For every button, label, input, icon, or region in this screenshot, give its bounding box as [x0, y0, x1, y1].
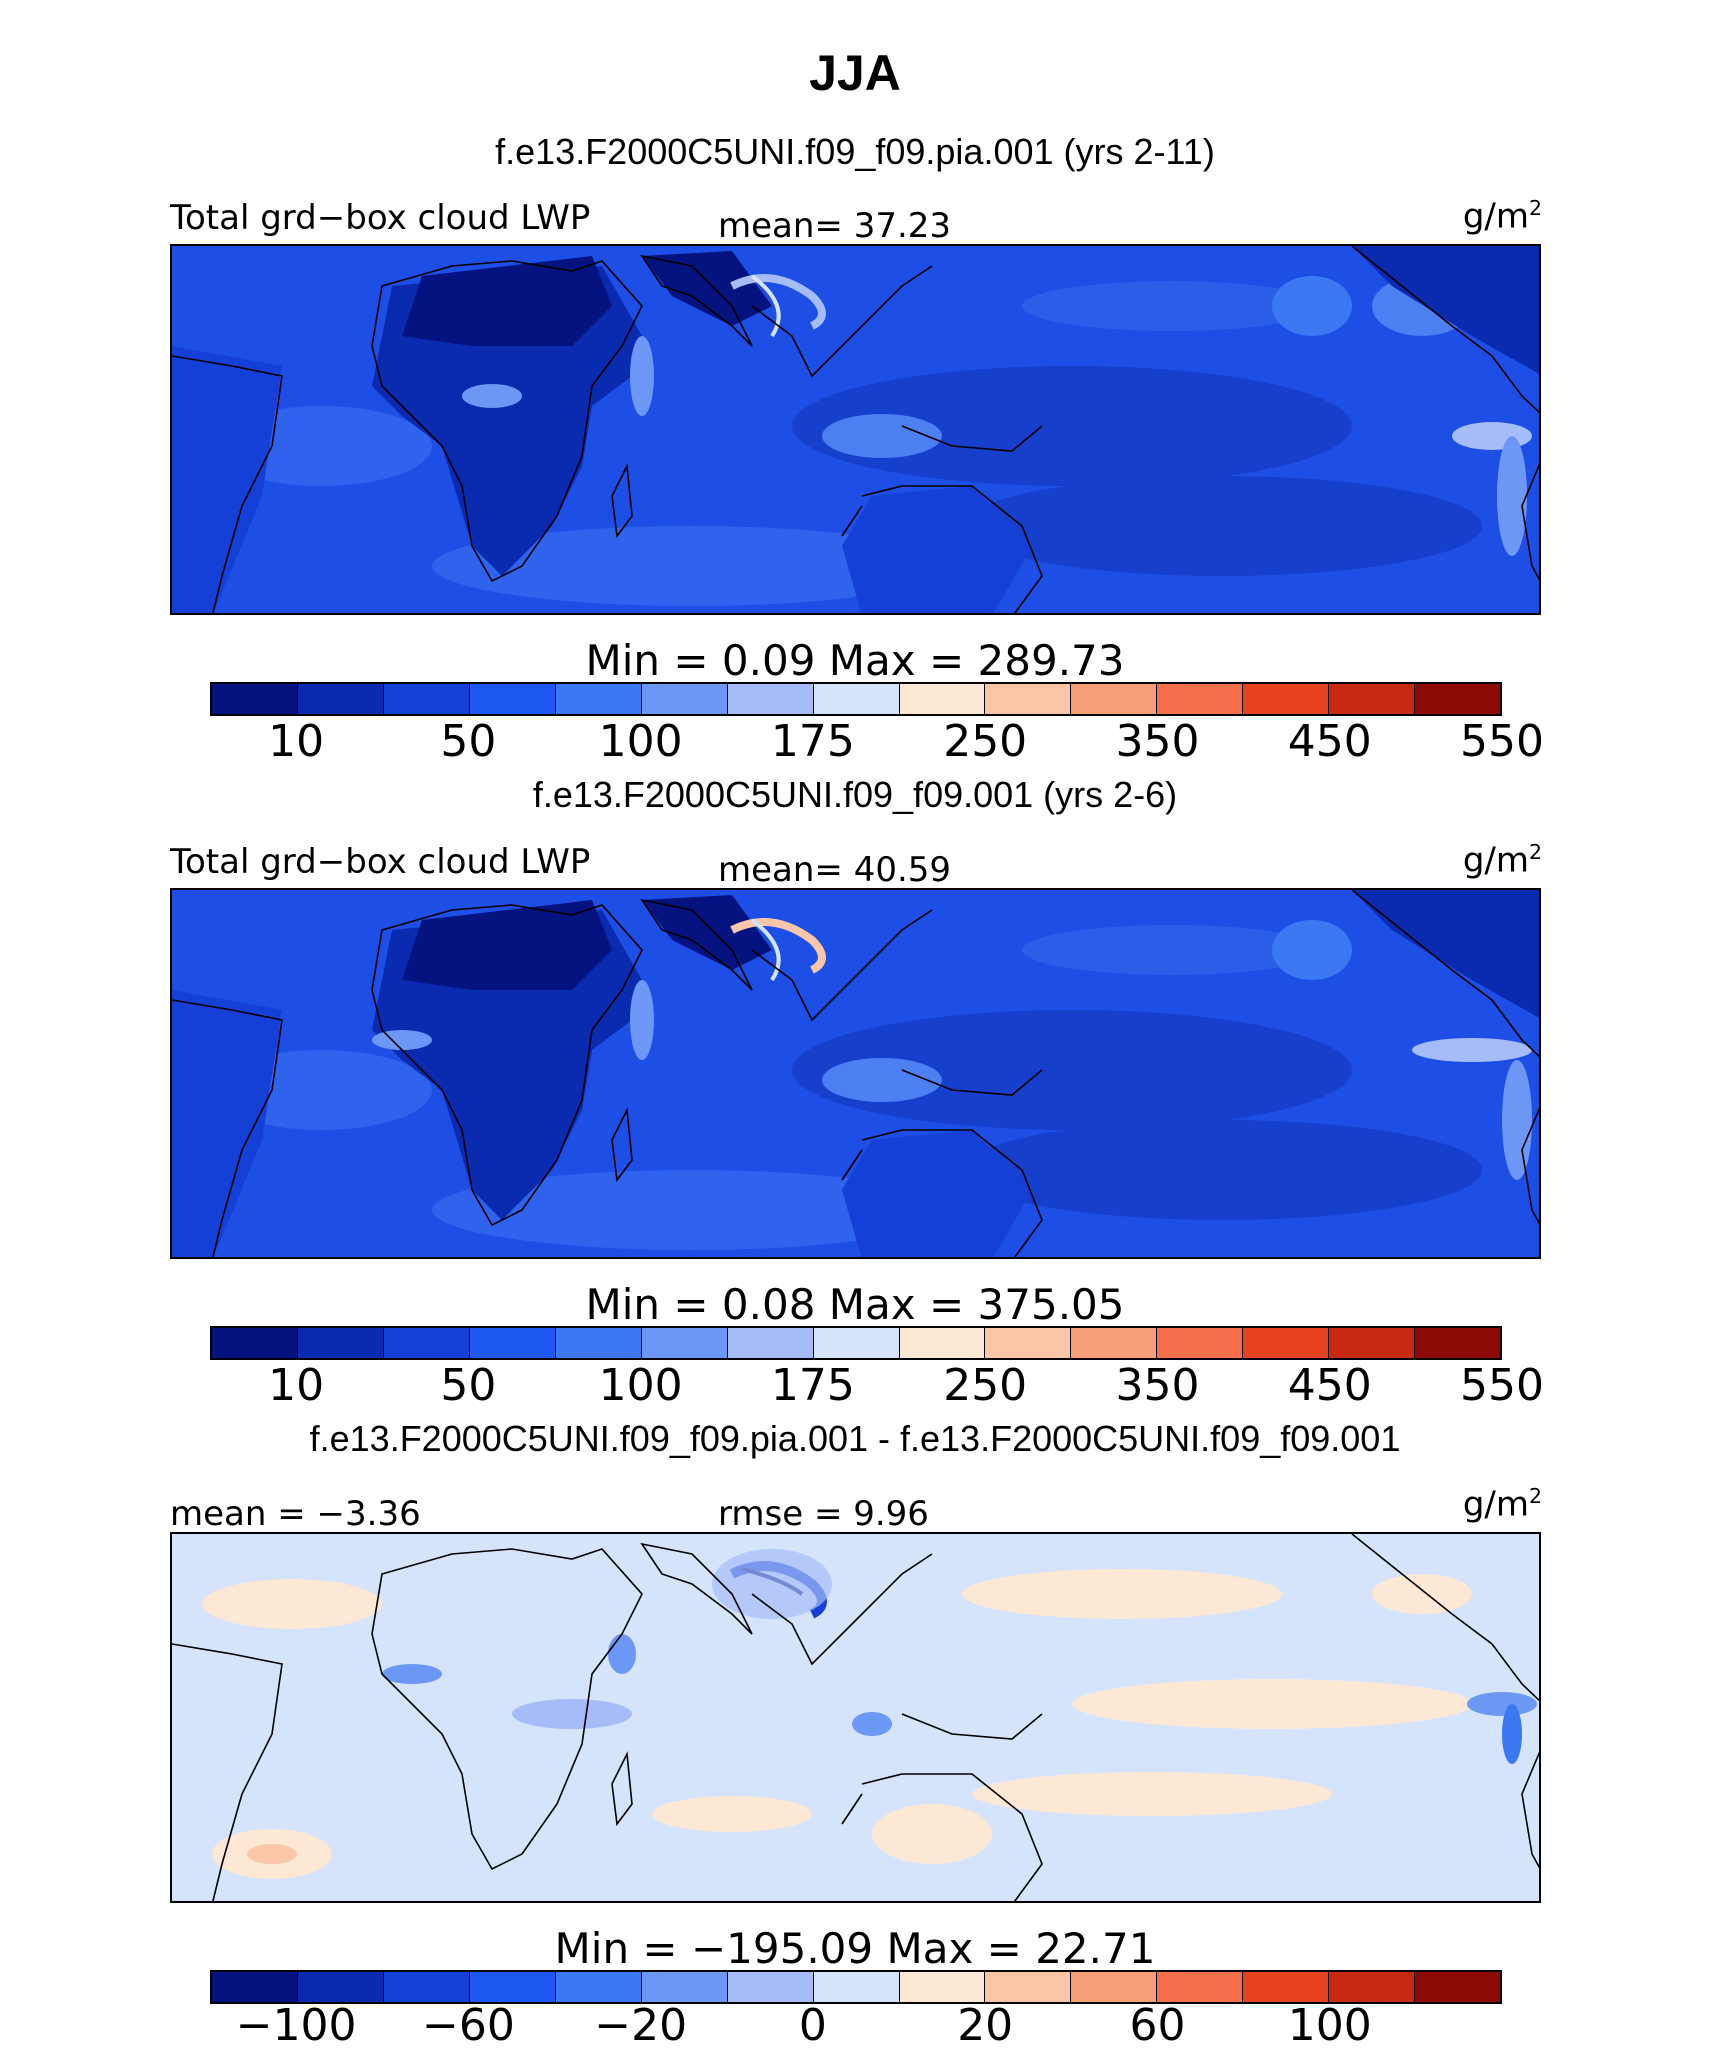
panel-1-colorbar: [210, 682, 1502, 716]
colorbar-tick-label: 350: [1115, 1360, 1200, 1411]
colorbar-swatch: [641, 684, 728, 714]
colorbar-swatch: [899, 1328, 986, 1358]
panel-2-mean-label: mean= 40.59: [718, 850, 952, 890]
colorbar-tick-label: 550: [1460, 716, 1544, 767]
colorbar-tick-label: 175: [770, 1360, 855, 1411]
panel-3-case-label: f.e13.F2000C5UNI.f09_f09.pia.001 - f.e13…: [309, 1418, 1401, 1459]
colorbar-tick-label: 10: [268, 716, 325, 767]
colorbar-swatch: [1243, 684, 1330, 714]
colorbar-tick-label: 50: [440, 1360, 497, 1411]
colorbar-swatch: [469, 1328, 556, 1358]
colorbar-tick-label: 550: [1460, 1360, 1544, 1411]
colorbar-swatch: [813, 684, 900, 714]
colorbar-tick-label: 350: [1115, 716, 1200, 767]
panel-2-map-svg: [172, 890, 1539, 1257]
colorbar-swatch: [727, 684, 814, 714]
panel-1-colorbar-ticks: 10 50 100 175 250 350 450 550: [210, 716, 1544, 767]
colorbar-swatch: [297, 1328, 384, 1358]
panel-3-mean-label: mean = −3.36: [170, 1494, 421, 1534]
panel-1-variable-label: Total grd−box cloud LWP: [170, 198, 591, 238]
colorbar-swatch: [641, 1328, 728, 1358]
colorbar-swatch: [1329, 684, 1416, 714]
panel-3-map: [170, 1532, 1541, 1903]
colorbar-swatch: [813, 1328, 900, 1358]
colorbar-tick-label: 175: [770, 716, 855, 767]
colorbar-tick-label: 100: [598, 716, 683, 767]
panel-2-variable-label: Total grd−box cloud LWP: [170, 842, 591, 882]
colorbar-swatch: [1243, 1328, 1330, 1358]
panel-1-units: g/m2: [1462, 196, 1542, 237]
colorbar-swatch: [555, 684, 642, 714]
colorbar-tick-label: 450: [1287, 1360, 1372, 1411]
colorbar-swatch: [1157, 684, 1244, 714]
figure-title: JJA: [809, 45, 901, 101]
colorbar-tick-label: 100: [1287, 2000, 1372, 2051]
colorbar-swatch: [1071, 1328, 1158, 1358]
colorbar-swatch: [555, 1328, 642, 1358]
panel-2-colorbar: [210, 1326, 1502, 1360]
colorbar-swatch: [212, 1328, 298, 1358]
colorbar-swatch: [383, 684, 470, 714]
colorbar-swatch: [899, 684, 986, 714]
colorbar-swatch: [1243, 1972, 1330, 2002]
panel-2-colorbar-ticks: 10 50 100 175 250 350 450 550: [210, 1360, 1544, 1411]
colorbar-swatch: [212, 684, 298, 714]
colorbar-tick-label: 450: [1287, 716, 1372, 767]
panel-1-minmax: Min = 0.09 Max = 289.73: [585, 636, 1125, 685]
panel-3-units: g/m2: [1462, 1484, 1542, 1525]
colorbar-tick-label: 50: [440, 716, 497, 767]
colorbar-swatch: [1329, 1972, 1416, 2002]
panel-1-map-svg: [172, 246, 1539, 613]
colorbar-tick-label: −100: [235, 2000, 357, 2051]
colorbar-swatch: [1071, 1972, 1158, 2002]
colorbar-swatch: [985, 1972, 1072, 2002]
panel-2-minmax: Min = 0.08 Max = 375.05: [585, 1280, 1125, 1329]
colorbar-swatch: [1157, 1972, 1244, 2002]
panel-2-units: g/m2: [1462, 840, 1542, 881]
colorbar-swatch: [469, 1972, 556, 2002]
colorbar-swatch: [555, 1972, 642, 2002]
colorbar-swatch: [297, 1972, 384, 2002]
colorbar-swatch: [727, 1972, 814, 2002]
colorbar-tick-label: 100: [598, 1360, 683, 1411]
colorbar-tick-label: 20: [957, 2000, 1014, 2051]
colorbar-swatch: [985, 1328, 1072, 1358]
colorbar-swatch: [297, 684, 384, 714]
colorbar-tick-label: 10: [268, 1360, 325, 1411]
panel-1-case-label: f.e13.F2000C5UNI.f09_f09.pia.001 (yrs 2-…: [495, 131, 1215, 172]
colorbar-swatch: [985, 684, 1072, 714]
panel-1-mean-label: mean= 37.23: [718, 206, 952, 246]
colorbar-swatch: [1415, 1972, 1501, 2002]
panel-3-colorbar-ticks: −100 −60 −20 0 20 60 100: [210, 2000, 1502, 2051]
colorbar-tick-label: 250: [943, 716, 1028, 767]
colorbar-swatch: [727, 1328, 814, 1358]
colorbar-swatch: [383, 1972, 470, 2002]
colorbar-swatch: [1415, 684, 1501, 714]
colorbar-tick-label: −20: [594, 2000, 688, 2051]
colorbar-swatch: [383, 1328, 470, 1358]
colorbar-swatch: [1071, 684, 1158, 714]
colorbar-swatch: [1329, 1328, 1416, 1358]
panel-2-map: [170, 888, 1541, 1259]
colorbar-swatch: [899, 1972, 986, 2002]
panel-3-minmax: Min = −195.09 Max = 22.71: [554, 1924, 1156, 1973]
colorbar-tick-label: 0: [798, 2000, 827, 2051]
colorbar-swatch: [469, 684, 556, 714]
colorbar-swatch: [813, 1972, 900, 2002]
colorbar-tick-label: 60: [1129, 2000, 1186, 2051]
panel-3-colorbar: [210, 1970, 1502, 2004]
colorbar-swatch: [1415, 1328, 1501, 1358]
colorbar-swatch: [641, 1972, 728, 2002]
panel-3-map-svg: [172, 1534, 1539, 1901]
panel-1-map: [170, 244, 1541, 615]
colorbar-tick-label: 250: [943, 1360, 1028, 1411]
colorbar-tick-label: −60: [421, 2000, 515, 2051]
panel-3-rmse-label: rmse = 9.96: [718, 1494, 929, 1534]
colorbar-swatch: [1157, 1328, 1244, 1358]
colorbar-swatch: [212, 1972, 298, 2002]
panel-2-case-label: f.e13.F2000C5UNI.f09_f09.001 (yrs 2-6): [532, 774, 1178, 815]
